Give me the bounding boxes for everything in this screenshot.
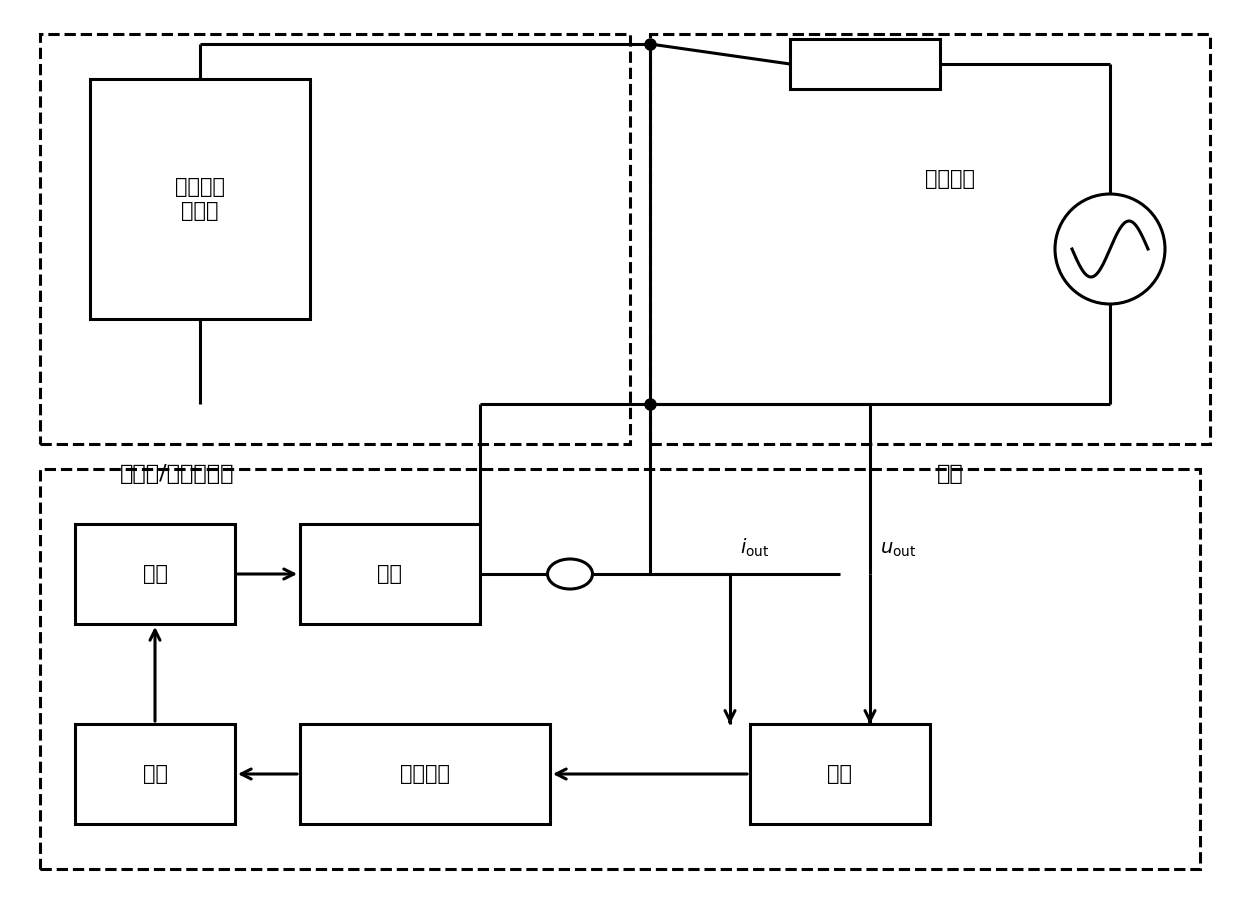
Text: $i_{\rm out}$: $i_{\rm out}$	[740, 537, 770, 559]
Text: 电网: 电网	[936, 464, 963, 484]
FancyBboxPatch shape	[74, 724, 236, 824]
FancyBboxPatch shape	[750, 724, 930, 824]
Text: 阻抗计算: 阻抗计算	[401, 764, 450, 784]
FancyBboxPatch shape	[74, 524, 236, 624]
Text: 检测: 检测	[827, 764, 853, 784]
FancyBboxPatch shape	[300, 724, 551, 824]
FancyBboxPatch shape	[300, 524, 480, 624]
Text: $u_{\rm out}$: $u_{\rm out}$	[880, 540, 916, 559]
Text: 控制: 控制	[143, 764, 167, 784]
FancyBboxPatch shape	[790, 39, 940, 89]
Text: 线路阻抗: 线路阻抗	[925, 169, 975, 189]
Text: 功率: 功率	[143, 564, 167, 584]
Text: 新能源发
电装置: 新能源发 电装置	[175, 177, 224, 220]
Text: 滤波: 滤波	[377, 564, 403, 584]
FancyBboxPatch shape	[91, 79, 310, 319]
Text: 风电场/太阳能电站: 风电场/太阳能电站	[120, 464, 234, 484]
